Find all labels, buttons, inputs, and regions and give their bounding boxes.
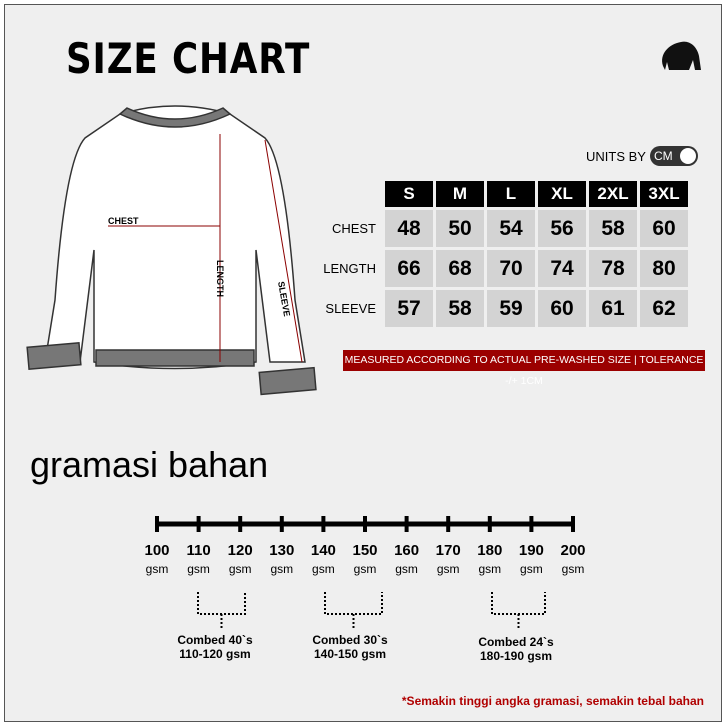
size-value: 57 xyxy=(385,290,433,327)
fabric-group: Combed 40`s 110-120 gsm xyxy=(145,633,285,661)
group-name: Combed 30`s xyxy=(312,633,388,647)
tick-unit: gsm xyxy=(270,562,294,576)
group-name: Combed 24`s xyxy=(478,635,554,649)
page-title: SIZE CHART xyxy=(66,34,311,83)
gorilla-logo-icon xyxy=(662,41,701,70)
size-header: XL xyxy=(538,181,586,207)
fabric-group: Combed 24`s 180-190 gsm xyxy=(446,635,586,663)
size-header: M xyxy=(436,181,484,207)
tick-unit: gsm xyxy=(395,562,418,576)
tick-unit: gsm xyxy=(353,562,377,576)
tick-label: 160 xyxy=(394,542,420,559)
tick-label: 130 xyxy=(269,542,295,559)
tick-unit: gsm xyxy=(187,562,210,576)
units-value: CM xyxy=(653,149,673,163)
tick-unit: gsm xyxy=(145,562,169,576)
bracket xyxy=(324,592,383,630)
table-row: CHEST 48 50 54 56 58 60 xyxy=(321,210,688,247)
tick-label: 170 xyxy=(435,542,461,559)
size-value: 54 xyxy=(487,210,535,247)
tick-unit: gsm xyxy=(228,562,252,576)
size-value: 62 xyxy=(640,290,688,327)
fabric-group: Combed 30`s 140-150 gsm xyxy=(280,633,420,661)
sweater-diagram: CHEST LENGTH SLEEVE xyxy=(26,105,317,396)
size-value: 78 xyxy=(589,250,637,287)
size-header: 3XL xyxy=(640,181,688,207)
group-brackets xyxy=(197,592,546,630)
tick-unit: gsm xyxy=(312,562,335,576)
tick-label: 200 xyxy=(560,542,586,559)
units-toggle[interactable]: CM xyxy=(649,146,698,166)
size-header: L xyxy=(487,181,535,207)
bracket xyxy=(491,592,546,630)
size-value: 68 xyxy=(436,250,484,287)
size-value: 60 xyxy=(640,210,688,247)
size-header: S xyxy=(385,181,433,207)
tick-unit: gsm xyxy=(436,562,460,576)
length-label: LENGTH xyxy=(215,260,225,297)
toggle-knob xyxy=(679,148,696,164)
tick-label: 190 xyxy=(518,542,544,559)
size-value: 50 xyxy=(436,210,484,247)
size-value: 74 xyxy=(538,250,586,287)
chest-label: CHEST xyxy=(108,216,139,226)
group-name: Combed 40`s xyxy=(177,633,253,647)
size-value: 61 xyxy=(589,290,637,327)
size-table: S M L XL 2XL 3XL CHEST 48 50 54 56 58 60 LENGTH… xyxy=(318,178,691,330)
tick-label: 100 xyxy=(144,542,170,559)
size-value: 58 xyxy=(589,210,637,247)
tick-unit: gsm xyxy=(478,562,502,576)
units-label: UNITS BY xyxy=(586,148,646,164)
size-value: 70 xyxy=(487,250,535,287)
tick-label: 150 xyxy=(352,542,378,559)
gsm-scale xyxy=(155,516,575,532)
measurement-note: MEASURED ACCORDING TO ACTUAL PRE-WASHED … xyxy=(343,350,705,387)
size-value: 66 xyxy=(385,250,433,287)
row-label: LENGTH xyxy=(323,261,376,276)
group-range: 140-150 gsm xyxy=(313,647,387,661)
units-toggle-group: UNITS BY CM xyxy=(586,146,698,166)
tick-label: 180 xyxy=(477,542,503,559)
size-value: 56 xyxy=(538,210,586,247)
tick-label: 140 xyxy=(310,542,336,559)
table-row: LENGTH 66 68 70 74 78 80 xyxy=(321,250,688,287)
tick-label: 110 xyxy=(186,542,211,559)
tick-unit: gsm xyxy=(520,562,543,576)
size-value: 59 xyxy=(487,290,535,327)
size-value: 48 xyxy=(385,210,433,247)
footnote: *Semakin tinggi angka gramasi, semakin t… xyxy=(401,694,704,708)
bracket xyxy=(197,592,246,630)
size-value: 58 xyxy=(436,290,484,327)
row-label: SLEEVE xyxy=(325,301,376,316)
row-label: CHEST xyxy=(331,221,376,236)
tick-label: 120 xyxy=(227,542,253,559)
group-range: 180-190 gsm xyxy=(479,649,553,663)
gramasi-title: gramasi bahan xyxy=(30,444,269,485)
table-row: SLEEVE 57 58 59 60 61 62 xyxy=(321,290,688,327)
size-value: 80 xyxy=(640,250,688,287)
tick-unit: gsm xyxy=(561,562,585,576)
group-range: 110-120 gsm xyxy=(179,647,251,661)
size-header: 2XL xyxy=(589,181,637,207)
size-value: 60 xyxy=(538,290,586,327)
